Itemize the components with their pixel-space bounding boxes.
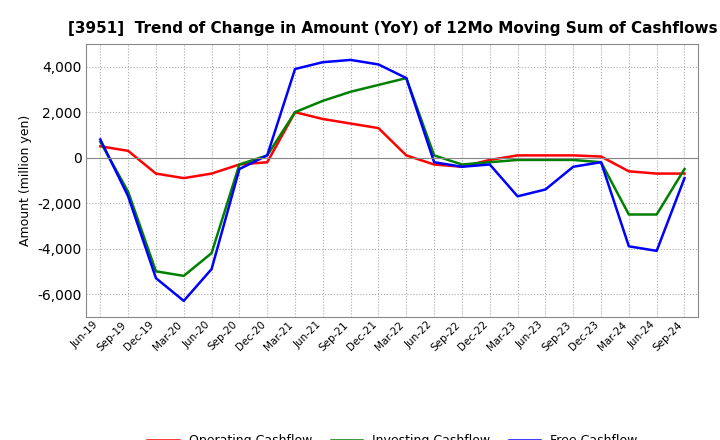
- Y-axis label: Amount (million yen): Amount (million yen): [19, 115, 32, 246]
- Free Cashflow: [291, 66, 300, 72]
- Free Cashflow: [96, 137, 104, 142]
- Operating Cashflow: [624, 169, 633, 174]
- Free Cashflow: [263, 153, 271, 158]
- Free Cashflow: [235, 166, 243, 172]
- Operating Cashflow: [485, 157, 494, 162]
- Investing Cashflow: [430, 153, 438, 158]
- Investing Cashflow: [513, 157, 522, 162]
- Investing Cashflow: [541, 157, 550, 162]
- Investing Cashflow: [597, 160, 606, 165]
- Free Cashflow: [458, 164, 467, 169]
- Free Cashflow: [597, 160, 606, 165]
- Operating Cashflow: [124, 148, 132, 154]
- Investing Cashflow: [652, 212, 661, 217]
- Free Cashflow: [652, 248, 661, 253]
- Investing Cashflow: [374, 82, 383, 88]
- Operating Cashflow: [291, 110, 300, 115]
- Operating Cashflow: [179, 176, 188, 181]
- Investing Cashflow: [485, 160, 494, 165]
- Operating Cashflow: [458, 164, 467, 169]
- Investing Cashflow: [263, 153, 271, 158]
- Free Cashflow: [513, 194, 522, 199]
- Operating Cashflow: [597, 154, 606, 159]
- Investing Cashflow: [152, 269, 161, 274]
- Investing Cashflow: [346, 89, 355, 94]
- Title: [3951]  Trend of Change in Amount (YoY) of 12Mo Moving Sum of Cashflows: [3951] Trend of Change in Amount (YoY) o…: [68, 21, 717, 36]
- Investing Cashflow: [179, 273, 188, 279]
- Operating Cashflow: [652, 171, 661, 176]
- Operating Cashflow: [541, 153, 550, 158]
- Line: Free Cashflow: Free Cashflow: [100, 60, 685, 301]
- Operating Cashflow: [513, 153, 522, 158]
- Investing Cashflow: [458, 162, 467, 167]
- Operating Cashflow: [318, 116, 327, 121]
- Operating Cashflow: [235, 162, 243, 167]
- Line: Operating Cashflow: Operating Cashflow: [100, 112, 685, 178]
- Operating Cashflow: [402, 153, 410, 158]
- Free Cashflow: [430, 160, 438, 165]
- Operating Cashflow: [374, 125, 383, 131]
- Operating Cashflow: [152, 171, 161, 176]
- Free Cashflow: [541, 187, 550, 192]
- Investing Cashflow: [680, 166, 689, 172]
- Free Cashflow: [680, 176, 689, 181]
- Operating Cashflow: [207, 171, 216, 176]
- Investing Cashflow: [569, 157, 577, 162]
- Free Cashflow: [624, 244, 633, 249]
- Operating Cashflow: [346, 121, 355, 126]
- Free Cashflow: [374, 62, 383, 67]
- Free Cashflow: [346, 57, 355, 62]
- Legend: Operating Cashflow, Investing Cashflow, Free Cashflow: Operating Cashflow, Investing Cashflow, …: [143, 429, 642, 440]
- Operating Cashflow: [430, 162, 438, 167]
- Line: Investing Cashflow: Investing Cashflow: [100, 78, 685, 276]
- Free Cashflow: [402, 76, 410, 81]
- Operating Cashflow: [569, 153, 577, 158]
- Free Cashflow: [207, 266, 216, 271]
- Investing Cashflow: [207, 250, 216, 256]
- Free Cashflow: [318, 59, 327, 65]
- Investing Cashflow: [318, 98, 327, 103]
- Operating Cashflow: [263, 160, 271, 165]
- Free Cashflow: [485, 162, 494, 167]
- Investing Cashflow: [96, 139, 104, 144]
- Investing Cashflow: [624, 212, 633, 217]
- Investing Cashflow: [402, 76, 410, 81]
- Free Cashflow: [569, 164, 577, 169]
- Investing Cashflow: [235, 162, 243, 167]
- Free Cashflow: [124, 194, 132, 199]
- Operating Cashflow: [680, 171, 689, 176]
- Investing Cashflow: [124, 189, 132, 194]
- Investing Cashflow: [291, 110, 300, 115]
- Free Cashflow: [179, 298, 188, 304]
- Operating Cashflow: [96, 143, 104, 149]
- Free Cashflow: [152, 275, 161, 281]
